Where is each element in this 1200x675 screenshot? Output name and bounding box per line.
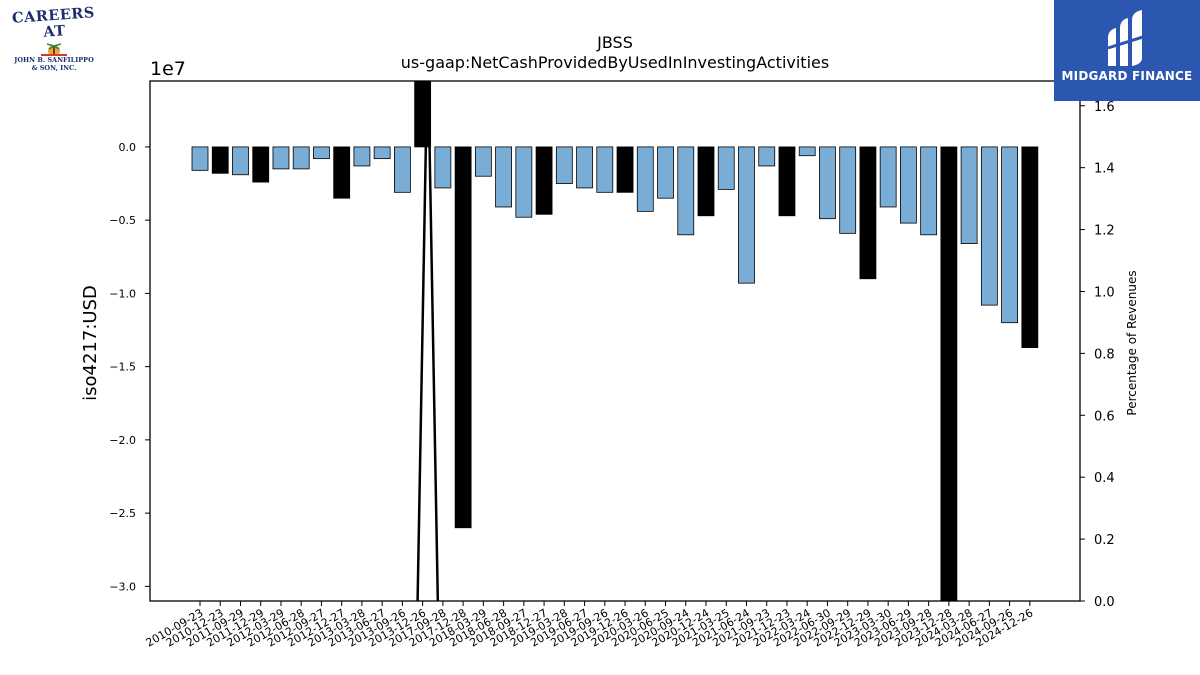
y-tick-label: −1.0 — [109, 287, 136, 300]
bar — [515, 146, 533, 218]
bar — [738, 146, 755, 284]
pct-line-group — [416, 81, 440, 601]
midgard-mark-icon — [1107, 10, 1147, 66]
bar — [920, 146, 938, 236]
y2-tick-label: 0.2 — [1094, 533, 1115, 548]
bar — [434, 146, 452, 189]
bar — [454, 146, 472, 529]
bar — [596, 146, 614, 193]
bar — [576, 146, 593, 189]
bar — [657, 146, 674, 199]
bar — [535, 146, 553, 215]
bar — [879, 146, 897, 208]
bar — [798, 146, 816, 157]
y2-tick-label: 0.0 — [1094, 595, 1115, 610]
y-tick-label: −0.5 — [109, 214, 136, 227]
bar — [272, 146, 290, 170]
bar — [252, 146, 270, 183]
bar — [778, 146, 796, 217]
y2-axis-label: Percentage of Revenues — [1125, 270, 1139, 415]
bar — [555, 146, 573, 184]
bar — [211, 146, 229, 174]
bar — [636, 146, 654, 212]
midgard-logo[interactable]: MIDGARD FINANCE — [1054, 0, 1200, 101]
y-tick-label: −1.5 — [109, 361, 136, 374]
bar — [353, 146, 371, 167]
bar — [333, 146, 351, 199]
y2-tick-label: 1.0 — [1094, 285, 1115, 300]
y2-tick-label: 1.6 — [1094, 100, 1115, 115]
bar — [697, 146, 715, 217]
y-tick-label: −2.0 — [109, 434, 136, 447]
y2-tick-label: 1.4 — [1094, 162, 1115, 177]
chart-title: JBSS — [596, 33, 633, 52]
careers-logo-suffix: & SON, INC. — [31, 64, 77, 72]
bar — [616, 146, 634, 193]
y-offset-label: 1e7 — [150, 58, 186, 80]
bar — [717, 146, 735, 190]
bar — [1001, 146, 1018, 324]
bar — [495, 146, 513, 208]
careers-logo[interactable]: CAREERS AT JOHN B. SANFILIPPO & SON, INC… — [2, 4, 106, 72]
bar — [677, 146, 695, 236]
bar — [313, 146, 330, 160]
bar — [1021, 146, 1039, 348]
bars-group — [191, 80, 1039, 602]
bar — [393, 146, 411, 193]
bar — [373, 146, 391, 160]
midgard-logo-name: MIDGARD FINANCE — [1061, 69, 1193, 83]
plot-frame — [149, 80, 1081, 602]
palm-sun-icon — [41, 43, 67, 56]
chart-subtitle: us-gaap:NetCashProvidedByUsedInInvesting… — [401, 53, 829, 72]
y2-tick-label: 1.2 — [1094, 224, 1115, 239]
bar — [940, 146, 958, 602]
pct-revenue-line — [416, 81, 440, 601]
y2-ticks: 0.0 0.2 0.4 0.6 0.8 1.0 1.2 1.4 1.6 — [1080, 100, 1115, 610]
bar — [859, 146, 877, 280]
y-tick-label: 0.0 — [119, 141, 137, 154]
y2-tick-label: 0.8 — [1094, 347, 1115, 362]
y-axis-label: iso4217:USD — [80, 285, 101, 401]
y2-tick-label: 0.4 — [1094, 471, 1115, 486]
bar — [819, 146, 836, 220]
bar — [292, 146, 310, 170]
bar — [960, 146, 978, 244]
y2-tick-label: 0.6 — [1094, 409, 1115, 424]
bar — [758, 146, 776, 167]
bar — [191, 146, 209, 171]
y-tick-label: −3.0 — [109, 580, 136, 593]
bar — [474, 146, 492, 177]
bar — [232, 146, 249, 176]
bar — [900, 146, 917, 224]
careers-logo-company: JOHN B. SANFILIPPO — [14, 56, 94, 64]
bar — [839, 146, 857, 234]
x-ticks: 2010-09-232010-12-232011-09-292011-12-29… — [144, 601, 1035, 650]
careers-logo-title: CAREERS AT — [11, 4, 96, 41]
bar — [980, 146, 998, 306]
y-ticks: 0.0 −0.5 −1.0 −1.5 −2.0 −2.5 −3.0 — [109, 141, 150, 593]
y-tick-label: −2.5 — [109, 507, 136, 520]
